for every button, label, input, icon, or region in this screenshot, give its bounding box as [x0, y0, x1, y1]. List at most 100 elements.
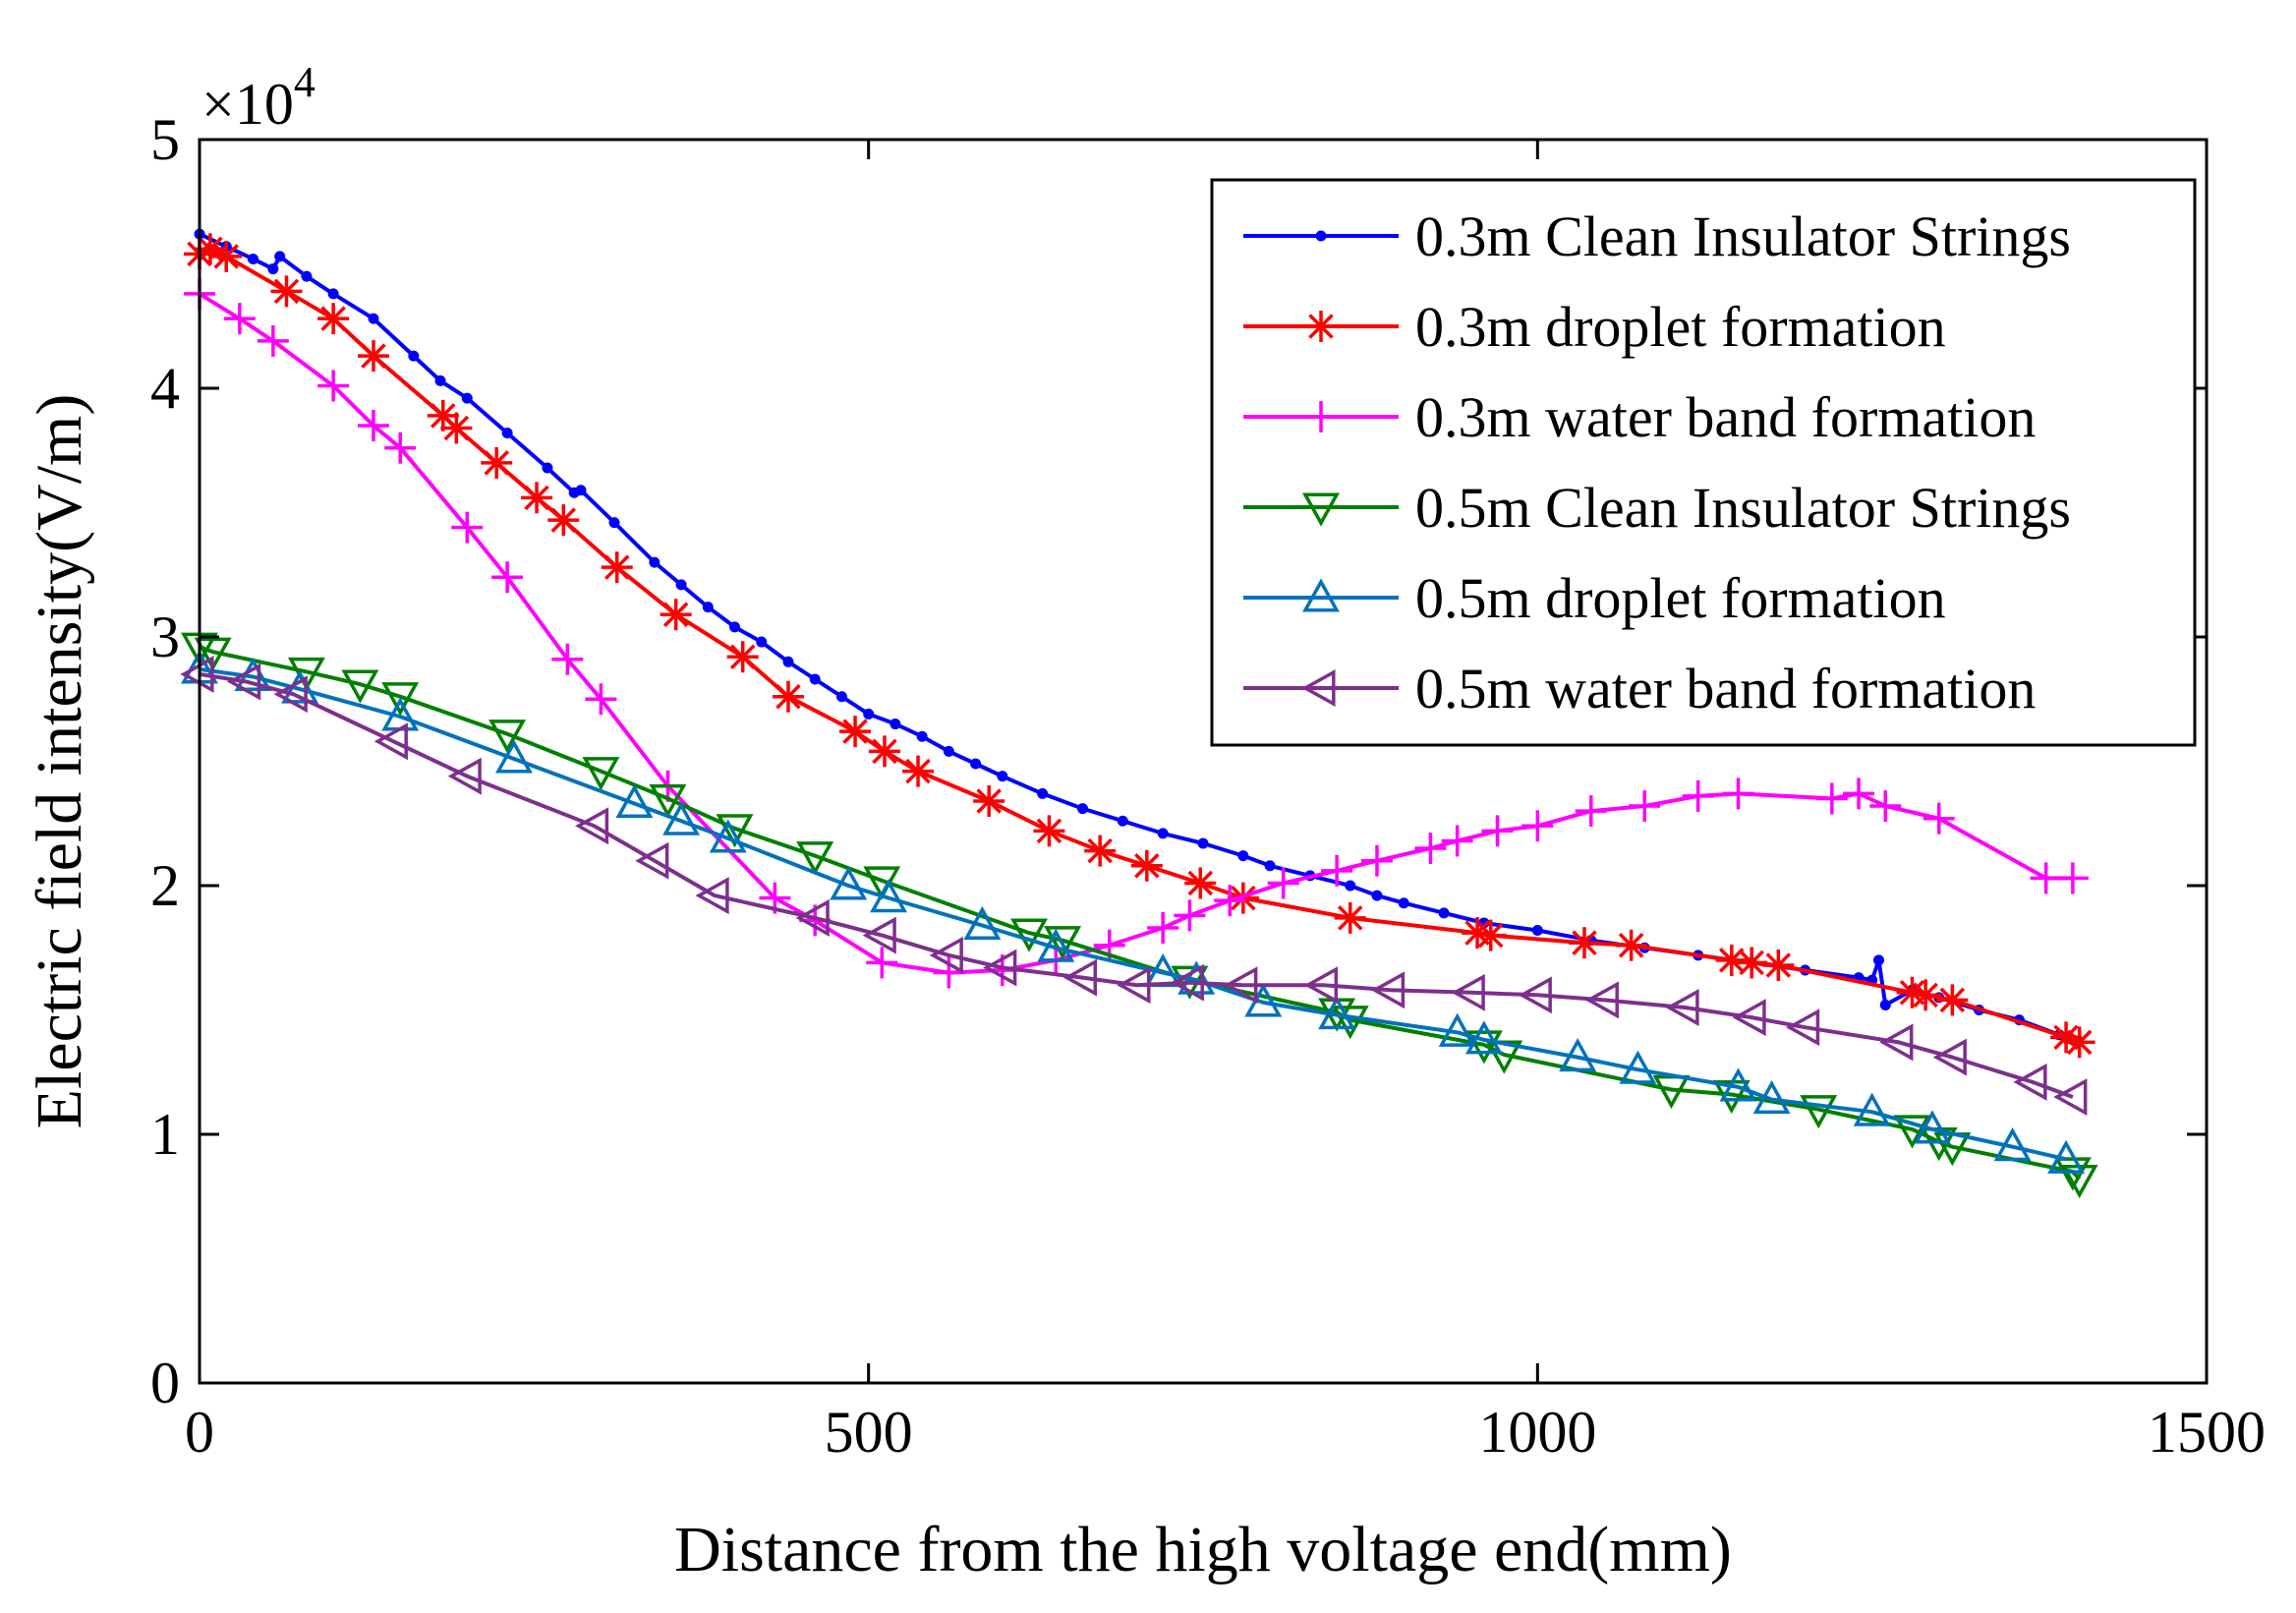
data-point — [1305, 311, 1337, 342]
data-point — [491, 561, 524, 594]
data-point — [695, 877, 729, 915]
data-point-stroke — [1036, 818, 1062, 844]
data-point — [461, 392, 473, 404]
y-tick-label: 1 — [150, 1102, 180, 1167]
data-point — [2063, 1026, 2095, 1059]
data-point — [973, 784, 1005, 817]
data-point — [1177, 960, 1216, 995]
data-point — [1441, 825, 1473, 857]
data-point — [1044, 926, 1082, 960]
data-point — [929, 936, 963, 974]
data-point — [1305, 401, 1337, 432]
legend-label: 0.3m water band formation — [1415, 385, 2036, 449]
x-tick-label: 500 — [825, 1400, 913, 1465]
y-tick-label: 4 — [150, 356, 180, 421]
series-layer — [180, 228, 2098, 1199]
ticks-layer: 0 500 1000 1500 0 1 2 3 4 5 — [150, 107, 2266, 1465]
data-point — [1568, 927, 1600, 959]
data-point — [1224, 966, 1258, 1005]
data-point — [943, 745, 954, 757]
data-point — [863, 708, 875, 720]
data-point — [660, 599, 692, 631]
data-point — [440, 412, 473, 444]
data-point — [1879, 1023, 1914, 1062]
data-point — [970, 758, 982, 770]
legend-label: 0.3m Clean Insulator Strings — [1415, 204, 2071, 268]
data-point — [1481, 815, 1514, 847]
data-point — [1318, 995, 1356, 1030]
data-point-stroke — [1939, 987, 1966, 1013]
data-point — [1715, 944, 1748, 976]
data-point-stroke — [1337, 905, 1363, 931]
data-point — [870, 879, 908, 913]
data-point — [869, 735, 901, 768]
x-tick-label: 1000 — [1478, 1400, 1596, 1465]
data-point — [1334, 901, 1366, 934]
data-point — [615, 783, 654, 819]
data-point-stroke — [320, 306, 346, 331]
legend-label: 0.5m droplet formation — [1415, 566, 1946, 630]
data-point — [1345, 880, 1356, 892]
data-point — [194, 637, 232, 671]
legend: 0.3m Clean Insulator Strings 0.3m droplet… — [1210, 178, 2197, 747]
data-point — [1913, 1110, 1951, 1144]
data-point — [247, 253, 258, 264]
y-axis-label: Electric field intensity(V/m) — [24, 394, 95, 1129]
data-point — [1360, 844, 1393, 877]
data-point-stroke — [361, 343, 386, 369]
data-point-stroke — [213, 244, 239, 269]
data-point — [608, 517, 620, 529]
data-point — [1237, 850, 1249, 862]
data-point — [1531, 925, 1543, 937]
data-point — [357, 409, 389, 441]
legend-item: 0.3m Clean Insulator Strings — [1243, 204, 2071, 268]
data-point — [1170, 963, 1204, 1002]
data-point — [551, 643, 584, 675]
data-point — [1076, 803, 1088, 815]
data-point — [1722, 778, 1754, 810]
data-point-stroke — [524, 485, 549, 511]
legend-item: 0.5m droplet formation — [1243, 566, 1946, 630]
data-point — [2050, 1021, 2083, 1054]
data-point — [1130, 849, 1163, 882]
data-point — [1736, 947, 1768, 979]
data-point — [1682, 779, 1714, 812]
data-point — [1893, 1115, 1931, 1149]
data-point — [756, 636, 768, 648]
data-point — [257, 324, 289, 357]
data-point — [862, 916, 896, 954]
data-point-stroke — [1718, 948, 1745, 973]
data-point — [357, 340, 389, 373]
data-point — [1398, 897, 1409, 909]
data-point — [1719, 1067, 1757, 1102]
data-point — [1474, 919, 1507, 951]
data-point-stroke — [1765, 952, 1792, 978]
data-point — [451, 511, 484, 544]
data-point — [1451, 973, 1485, 1011]
data-point — [997, 771, 1008, 782]
data-point-stroke — [1464, 920, 1490, 946]
data-point — [601, 551, 633, 584]
data-point — [1853, 1092, 1891, 1126]
data-point — [1936, 984, 1969, 1016]
data-point — [635, 841, 669, 880]
data-point — [649, 783, 687, 819]
legend-item: 0.3m water band formation — [1243, 385, 2036, 449]
data-point — [270, 275, 303, 308]
data-point — [327, 288, 339, 300]
data-point — [1147, 912, 1179, 945]
data-point — [575, 485, 587, 496]
data-point — [1264, 860, 1276, 872]
data-point — [585, 683, 617, 716]
axes-frame — [198, 138, 2209, 1385]
data-point-stroke — [484, 450, 509, 476]
data-point-stroke — [2053, 1024, 2079, 1051]
data-point — [795, 898, 830, 937]
data-point — [1521, 810, 1554, 842]
data-point — [772, 680, 804, 713]
data-point — [582, 757, 620, 791]
data-point — [1184, 867, 1217, 899]
data-point — [1584, 981, 1619, 1019]
data-point — [317, 303, 350, 335]
